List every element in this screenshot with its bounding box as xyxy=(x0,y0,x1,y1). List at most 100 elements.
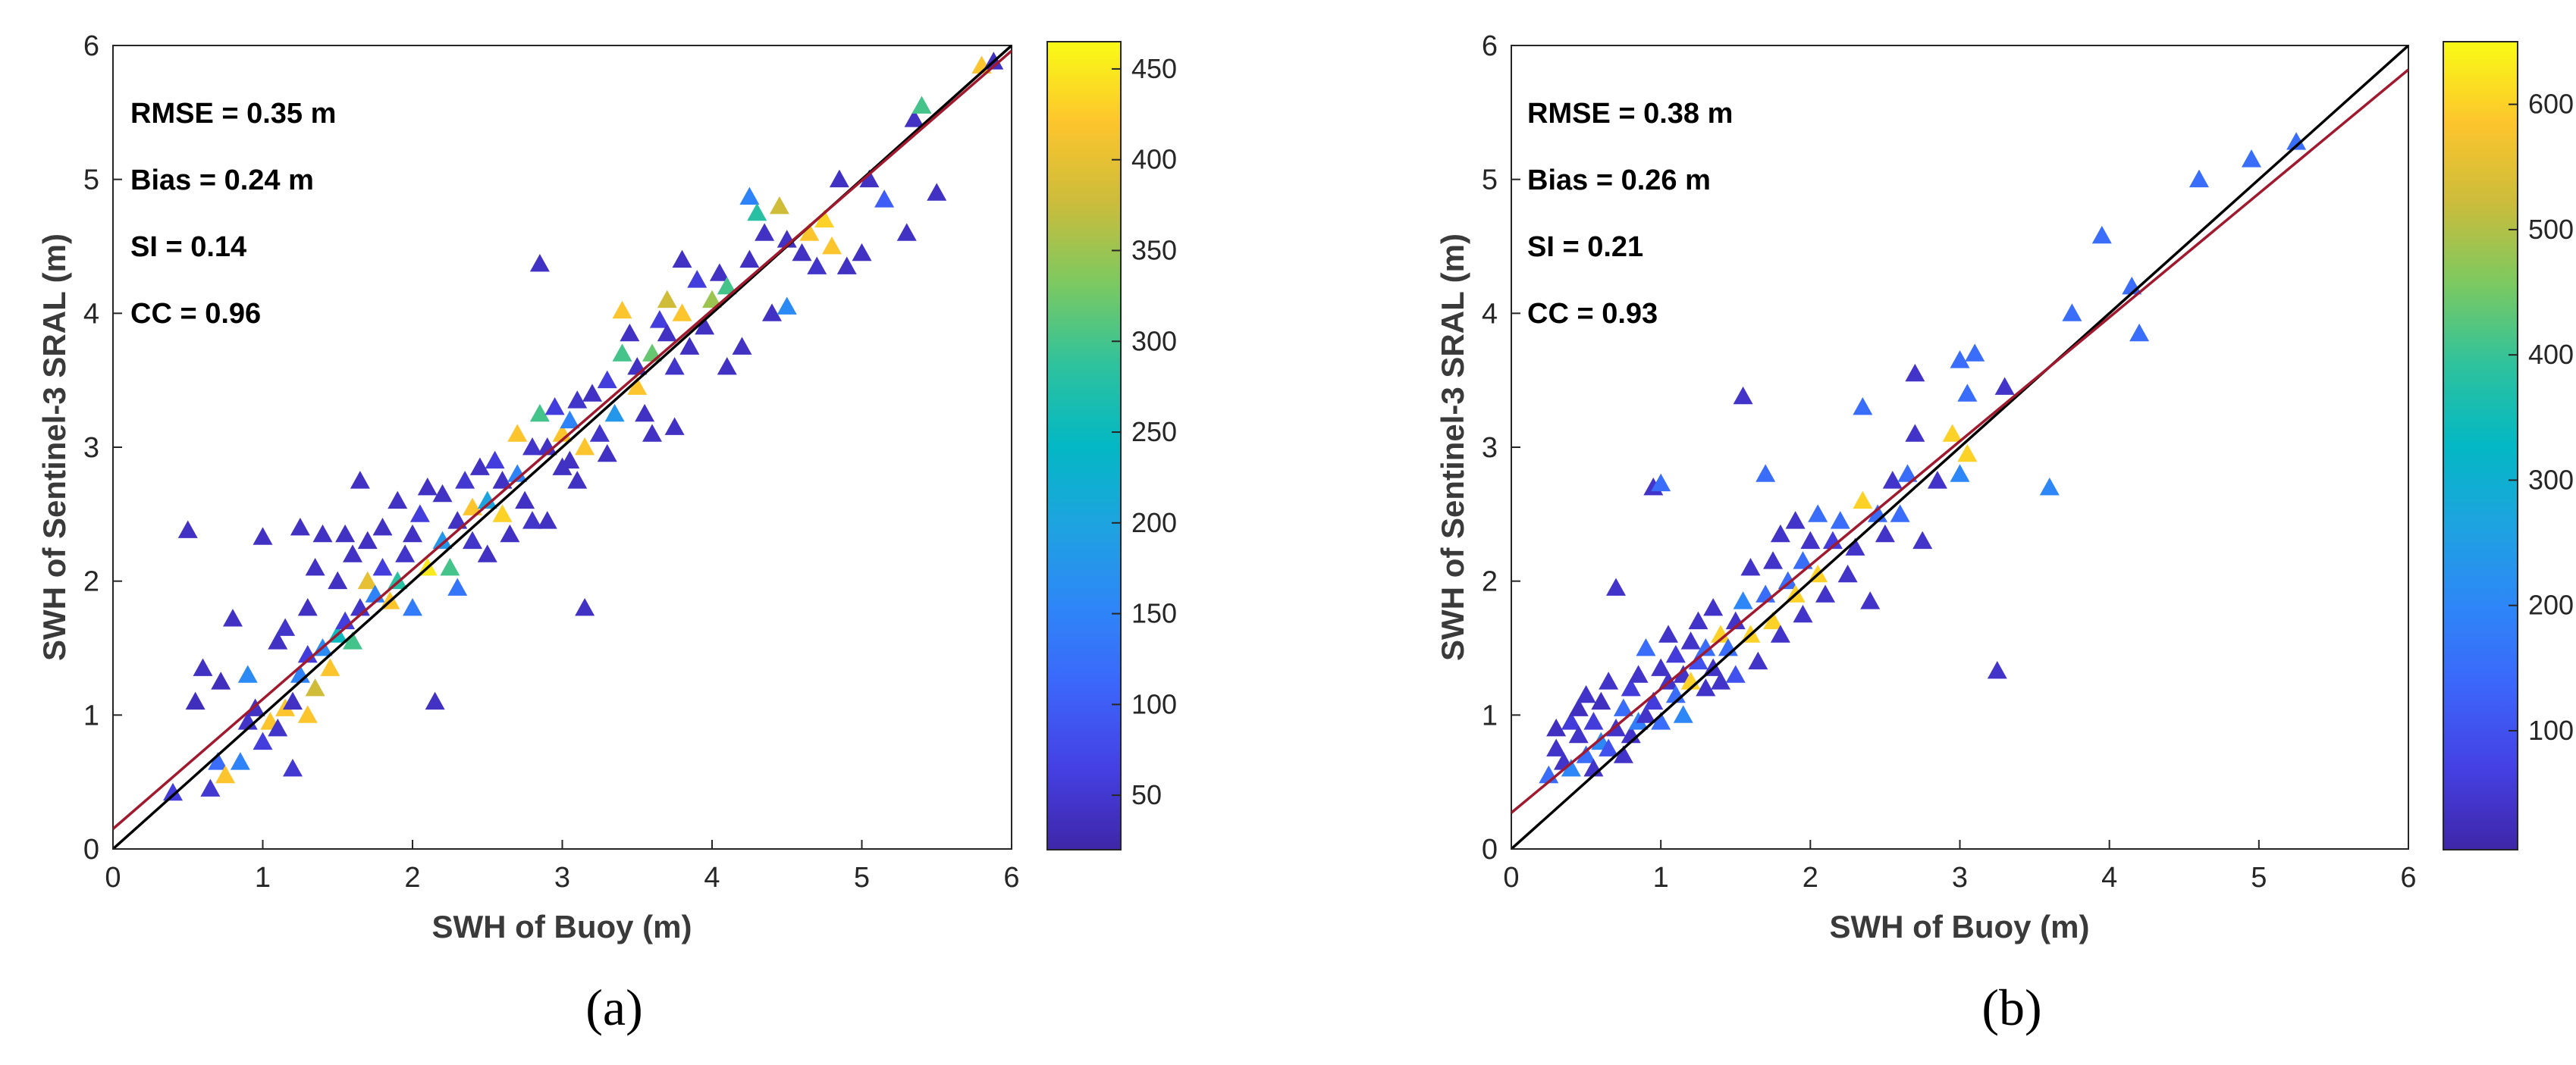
data-point xyxy=(500,524,520,543)
data-point xyxy=(792,243,812,262)
data-point xyxy=(687,270,708,288)
data-point xyxy=(2062,303,2082,321)
data-point xyxy=(1591,691,1611,710)
data-point xyxy=(1658,625,1679,643)
data-point xyxy=(492,471,513,489)
data-point xyxy=(567,390,588,409)
data-point xyxy=(1785,511,1806,529)
identity-line xyxy=(1511,45,2408,849)
data-point xyxy=(230,752,250,770)
data-point xyxy=(1793,604,1813,623)
data-point xyxy=(620,323,640,342)
data-point xyxy=(1568,698,1589,716)
data-point xyxy=(492,504,513,522)
data-point xyxy=(1606,578,1627,596)
stat-cc-a: CC = 0.96 xyxy=(130,298,261,330)
data-point xyxy=(432,484,453,503)
data-point xyxy=(223,609,243,627)
data-point xyxy=(447,511,468,529)
data-point xyxy=(1763,551,1784,569)
x-tick-label: 6 xyxy=(1003,862,1019,894)
data-point xyxy=(739,186,760,205)
data-point xyxy=(312,524,333,543)
data-point xyxy=(1568,725,1589,744)
y-tick-label: 5 xyxy=(83,164,99,196)
data-point xyxy=(739,249,760,268)
data-point xyxy=(1800,531,1821,550)
data-point xyxy=(1905,424,1925,442)
data-point xyxy=(395,544,416,562)
data-point xyxy=(1665,644,1686,663)
data-point xyxy=(335,524,356,543)
y-tick-label: 3 xyxy=(1482,432,1498,464)
data-point xyxy=(1696,678,1716,697)
data-point xyxy=(612,300,632,319)
data-point xyxy=(507,424,528,442)
colorbar-tick-label: 300 xyxy=(1131,325,1177,356)
data-point xyxy=(268,631,288,650)
data-point xyxy=(447,578,468,596)
stat-bias-b: Bias = 0.26 m xyxy=(1527,164,1711,196)
data-point xyxy=(1546,719,1567,737)
data-point xyxy=(1688,651,1708,670)
x-axis-label-b: SWH of Buoy (m) xyxy=(1830,909,2090,944)
data-point xyxy=(777,296,797,315)
data-point xyxy=(1830,511,1850,529)
colorbar-tick-label: 300 xyxy=(2528,464,2574,495)
data-point xyxy=(1703,598,1724,616)
data-point xyxy=(1756,464,1776,482)
data-point xyxy=(560,450,580,469)
y-tick-label: 0 xyxy=(1482,834,1498,866)
y-tick-label: 3 xyxy=(83,432,99,464)
y-tick-label: 1 xyxy=(83,700,99,731)
data-point xyxy=(305,678,325,697)
panel-label-a: (a) xyxy=(585,979,642,1036)
data-point xyxy=(1696,638,1716,656)
colorbar-ticks-a: 50 100 150 200 250 300 350 400 450 xyxy=(1112,53,1177,810)
data-point xyxy=(343,631,362,650)
data-point xyxy=(237,665,258,683)
data-point xyxy=(305,558,325,576)
data-point xyxy=(275,618,296,636)
y-axis-label-b: SWH of Sentinel-3 SRAL (m) xyxy=(1435,233,1470,661)
data-point xyxy=(1987,661,2007,679)
colorbar-a xyxy=(1046,41,1122,850)
y-ticks-b: 0 1 2 3 4 5 6 xyxy=(1482,30,1520,866)
x-tick-label: 3 xyxy=(554,862,570,894)
data-point xyxy=(1808,504,1828,522)
x-ticks-b: 0 1 2 3 4 5 6 xyxy=(1503,840,2417,894)
data-point xyxy=(1711,672,1731,690)
data-point xyxy=(1628,665,1649,683)
data-point xyxy=(1651,473,1671,492)
x-tick-label: 0 xyxy=(105,862,121,894)
x-tick-label: 6 xyxy=(2400,862,2416,894)
data-point xyxy=(664,357,685,375)
y-tick-label: 2 xyxy=(83,566,99,598)
data-point xyxy=(1793,551,1813,569)
y-tick-label: 0 xyxy=(83,834,99,866)
data-point xyxy=(537,437,557,456)
x-tick-label: 4 xyxy=(2101,862,2117,894)
data-point xyxy=(193,658,213,676)
data-point xyxy=(836,256,857,274)
x-axis-label-a: SWH of Buoy (m) xyxy=(432,909,692,944)
stat-cc-b: CC = 0.93 xyxy=(1527,298,1658,330)
data-point xyxy=(290,518,310,536)
y-tick-label: 5 xyxy=(1482,164,1498,196)
data-point xyxy=(1882,471,1903,489)
data-point xyxy=(425,691,445,710)
data-point xyxy=(2241,149,2261,168)
data-point xyxy=(2189,169,2209,188)
data-point xyxy=(200,778,221,797)
data-point xyxy=(177,520,198,538)
data-point xyxy=(537,511,557,529)
data-point xyxy=(1950,350,1970,368)
x-tick-label: 2 xyxy=(1803,862,1818,894)
data-point xyxy=(163,782,183,801)
data-point xyxy=(747,202,767,221)
data-point xyxy=(529,403,550,422)
colorbar-tick-label: 450 xyxy=(1131,53,1177,84)
data-point xyxy=(409,504,430,522)
data-point xyxy=(455,471,475,489)
colorbar-b xyxy=(2443,41,2518,850)
